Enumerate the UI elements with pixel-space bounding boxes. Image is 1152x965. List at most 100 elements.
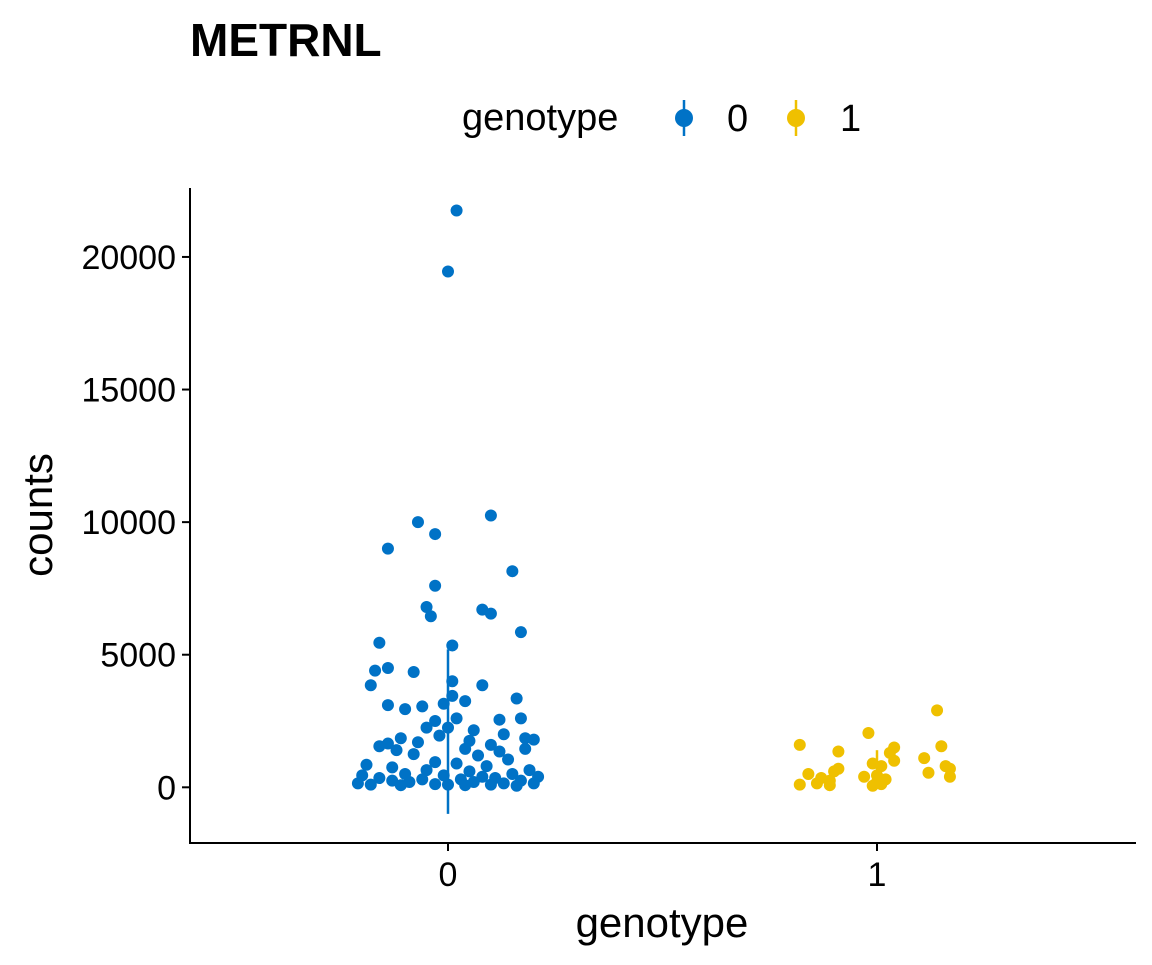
data-points bbox=[351, 204, 956, 792]
data-point-genotype-0 bbox=[510, 779, 523, 792]
data-point-genotype-0 bbox=[497, 728, 510, 741]
data-point-genotype-0 bbox=[429, 715, 442, 728]
y-tick-label: 0 bbox=[157, 769, 176, 807]
data-point-genotype-1 bbox=[858, 770, 871, 783]
data-point-genotype-0 bbox=[411, 516, 424, 529]
y-axis-label: counts bbox=[14, 453, 61, 577]
data-point-genotype-0 bbox=[369, 664, 382, 677]
data-point-genotype-0 bbox=[484, 607, 497, 620]
legend-title: genotype bbox=[462, 97, 618, 139]
data-point-genotype-0 bbox=[523, 764, 536, 777]
data-point-genotype-0 bbox=[416, 700, 429, 713]
data-point-genotype-0 bbox=[381, 661, 394, 674]
data-point-genotype-0 bbox=[502, 753, 515, 766]
data-point-genotype-0 bbox=[420, 721, 433, 734]
data-point-genotype-0 bbox=[514, 626, 527, 639]
data-point-genotype-0 bbox=[420, 764, 433, 777]
data-point-genotype-0 bbox=[459, 779, 472, 792]
data-point-genotype-1 bbox=[931, 704, 944, 717]
data-point-genotype-0 bbox=[519, 742, 532, 755]
data-point-genotype-0 bbox=[390, 744, 403, 757]
data-point-genotype-0 bbox=[373, 740, 386, 753]
data-point-genotype-0 bbox=[429, 528, 442, 541]
data-point-genotype-1 bbox=[943, 770, 956, 783]
legend-entry-label: 1 bbox=[840, 98, 861, 140]
data-point-genotype-0 bbox=[446, 639, 459, 652]
data-point-genotype-1 bbox=[828, 765, 841, 778]
data-point-genotype-0 bbox=[484, 778, 497, 791]
data-point-genotype-0 bbox=[510, 692, 523, 705]
data-point-genotype-0 bbox=[437, 697, 450, 710]
data-point-genotype-1 bbox=[922, 766, 935, 779]
data-point-genotype-0 bbox=[429, 778, 442, 791]
data-point-genotype-1 bbox=[918, 752, 931, 765]
legend: genotype 0 1 bbox=[462, 97, 861, 140]
legend-key-point-1 bbox=[787, 109, 805, 127]
data-point-genotype-0 bbox=[364, 778, 377, 791]
data-point-genotype-1 bbox=[793, 738, 806, 751]
data-point-genotype-1 bbox=[823, 779, 836, 792]
data-point-genotype-0 bbox=[446, 675, 459, 688]
data-point-genotype-0 bbox=[450, 712, 463, 725]
data-point-genotype-0 bbox=[399, 703, 412, 716]
data-point-genotype-0 bbox=[484, 738, 497, 751]
data-point-genotype-0 bbox=[467, 724, 480, 737]
data-point-genotype-0 bbox=[429, 579, 442, 592]
data-point-genotype-0 bbox=[493, 745, 506, 758]
data-point-genotype-1 bbox=[866, 779, 879, 792]
data-point-genotype-0 bbox=[442, 778, 454, 791]
data-point-genotype-1 bbox=[793, 778, 806, 791]
chart-title: METRNL bbox=[190, 14, 382, 66]
data-point-genotype-1 bbox=[832, 745, 845, 758]
data-point-genotype-0 bbox=[407, 748, 420, 761]
data-point-genotype-0 bbox=[386, 761, 399, 774]
data-point-genotype-0 bbox=[442, 265, 454, 278]
data-point-genotype-0 bbox=[442, 721, 454, 734]
data-point-genotype-0 bbox=[450, 757, 463, 770]
data-point-genotype-0 bbox=[527, 777, 540, 790]
data-point-genotype-0 bbox=[411, 736, 424, 749]
data-point-genotype-1 bbox=[888, 754, 901, 767]
data-point-genotype-0 bbox=[527, 733, 540, 746]
data-point-genotype-0 bbox=[373, 636, 386, 649]
axes bbox=[189, 188, 1136, 844]
data-point-genotype-0 bbox=[407, 665, 420, 678]
data-point-genotype-0 bbox=[493, 713, 506, 726]
data-point-genotype-0 bbox=[364, 679, 377, 692]
data-point-genotype-0 bbox=[437, 769, 450, 782]
data-point-genotype-0 bbox=[459, 695, 472, 708]
data-point-genotype-0 bbox=[360, 758, 373, 771]
data-point-genotype-0 bbox=[450, 204, 463, 217]
data-point-genotype-0 bbox=[381, 542, 394, 555]
data-point-genotype-0 bbox=[472, 749, 485, 762]
data-point-genotype-0 bbox=[484, 509, 497, 522]
data-point-genotype-0 bbox=[433, 729, 446, 742]
data-point-genotype-1 bbox=[875, 760, 888, 773]
data-point-genotype-0 bbox=[446, 689, 459, 702]
data-point-genotype-0 bbox=[480, 760, 493, 773]
data-point-genotype-0 bbox=[373, 772, 386, 785]
data-point-genotype-0 bbox=[463, 765, 476, 778]
legend-entry-label: 0 bbox=[727, 98, 748, 140]
data-point-genotype-0 bbox=[420, 600, 433, 613]
data-point-genotype-0 bbox=[514, 712, 527, 725]
data-point-genotype-1 bbox=[935, 740, 948, 753]
data-point-genotype-0 bbox=[476, 770, 489, 783]
data-point-genotype-1 bbox=[810, 777, 823, 790]
data-point-genotype-0 bbox=[381, 699, 394, 712]
data-point-genotype-0 bbox=[459, 742, 472, 755]
data-point-genotype-0 bbox=[351, 777, 364, 790]
x-tick-label: 0 bbox=[439, 856, 458, 894]
data-point-genotype-0 bbox=[476, 679, 489, 692]
data-point-genotype-0 bbox=[424, 610, 437, 623]
x-tick-label: 1 bbox=[868, 856, 887, 894]
data-point-genotype-1 bbox=[862, 726, 875, 739]
data-point-genotype-0 bbox=[506, 768, 519, 781]
y-tick-label: 15000 bbox=[81, 372, 176, 410]
data-point-genotype-0 bbox=[416, 773, 429, 786]
y-tick-label: 20000 bbox=[81, 239, 176, 277]
data-point-genotype-1 bbox=[802, 768, 815, 781]
data-point-genotype-0 bbox=[506, 565, 519, 578]
